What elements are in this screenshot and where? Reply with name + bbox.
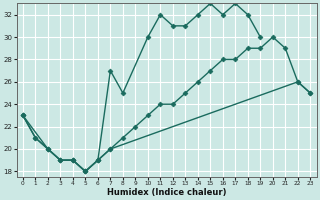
X-axis label: Humidex (Indice chaleur): Humidex (Indice chaleur): [107, 188, 226, 197]
